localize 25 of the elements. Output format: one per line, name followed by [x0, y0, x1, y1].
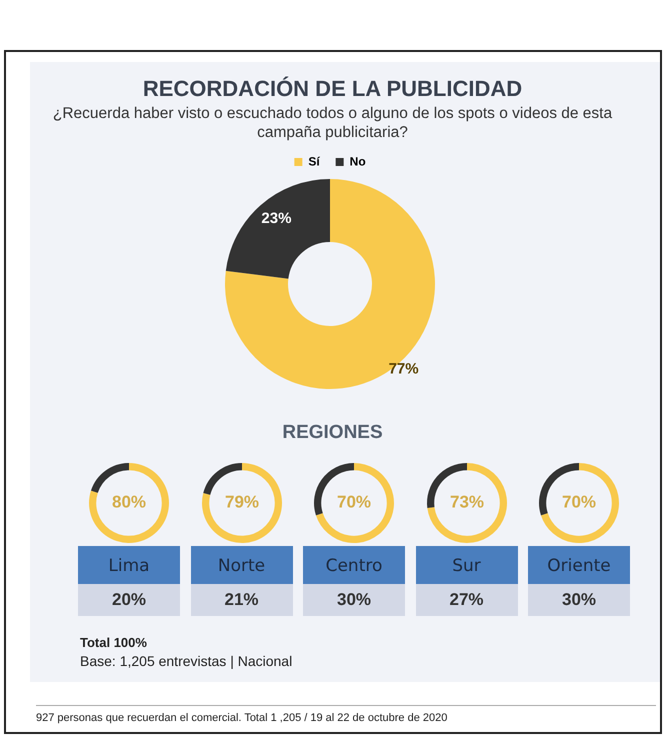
- data-label: 70%: [562, 492, 596, 512]
- legend-label: No: [350, 154, 366, 168]
- text: Centro: [303, 546, 405, 584]
- data-label: 79%: [224, 492, 259, 512]
- chart-subtitle: ¿Recuerda haber visto o escuchado todos o alguno de los spots o videos de esta campaña publicitaria?: [52, 104, 614, 142]
- text: 20%: [78, 584, 180, 616]
- text: Lima: [78, 546, 180, 584]
- data-label: 77%: [388, 360, 419, 378]
- data-label: 80%: [112, 492, 146, 512]
- text: Oriente: [528, 546, 630, 584]
- text: 927 personas que recuerdan el comercial. Total 1 ,205 / 19 al 22 de octubre de 2020: [36, 712, 448, 724]
- text: Total 100%: [80, 634, 148, 652]
- text: Norte: [190, 546, 292, 584]
- data-label: 23%: [261, 210, 292, 228]
- data-label: 73%: [449, 492, 484, 512]
- text: 30%: [528, 584, 630, 616]
- text: REGIONES: [281, 422, 384, 444]
- chart-title: RECORDACIÓN DE LA PUBLICIDAD: [142, 76, 524, 102]
- text: 21%: [190, 584, 292, 616]
- text: 30%: [303, 584, 405, 616]
- text: Sur: [416, 546, 518, 584]
- data-label: 70%: [336, 492, 372, 512]
- text: 27%: [416, 584, 518, 616]
- text: Base: 1,205 entrevistas | Nacional: [80, 652, 292, 670]
- legend-label: Sí: [308, 154, 320, 168]
